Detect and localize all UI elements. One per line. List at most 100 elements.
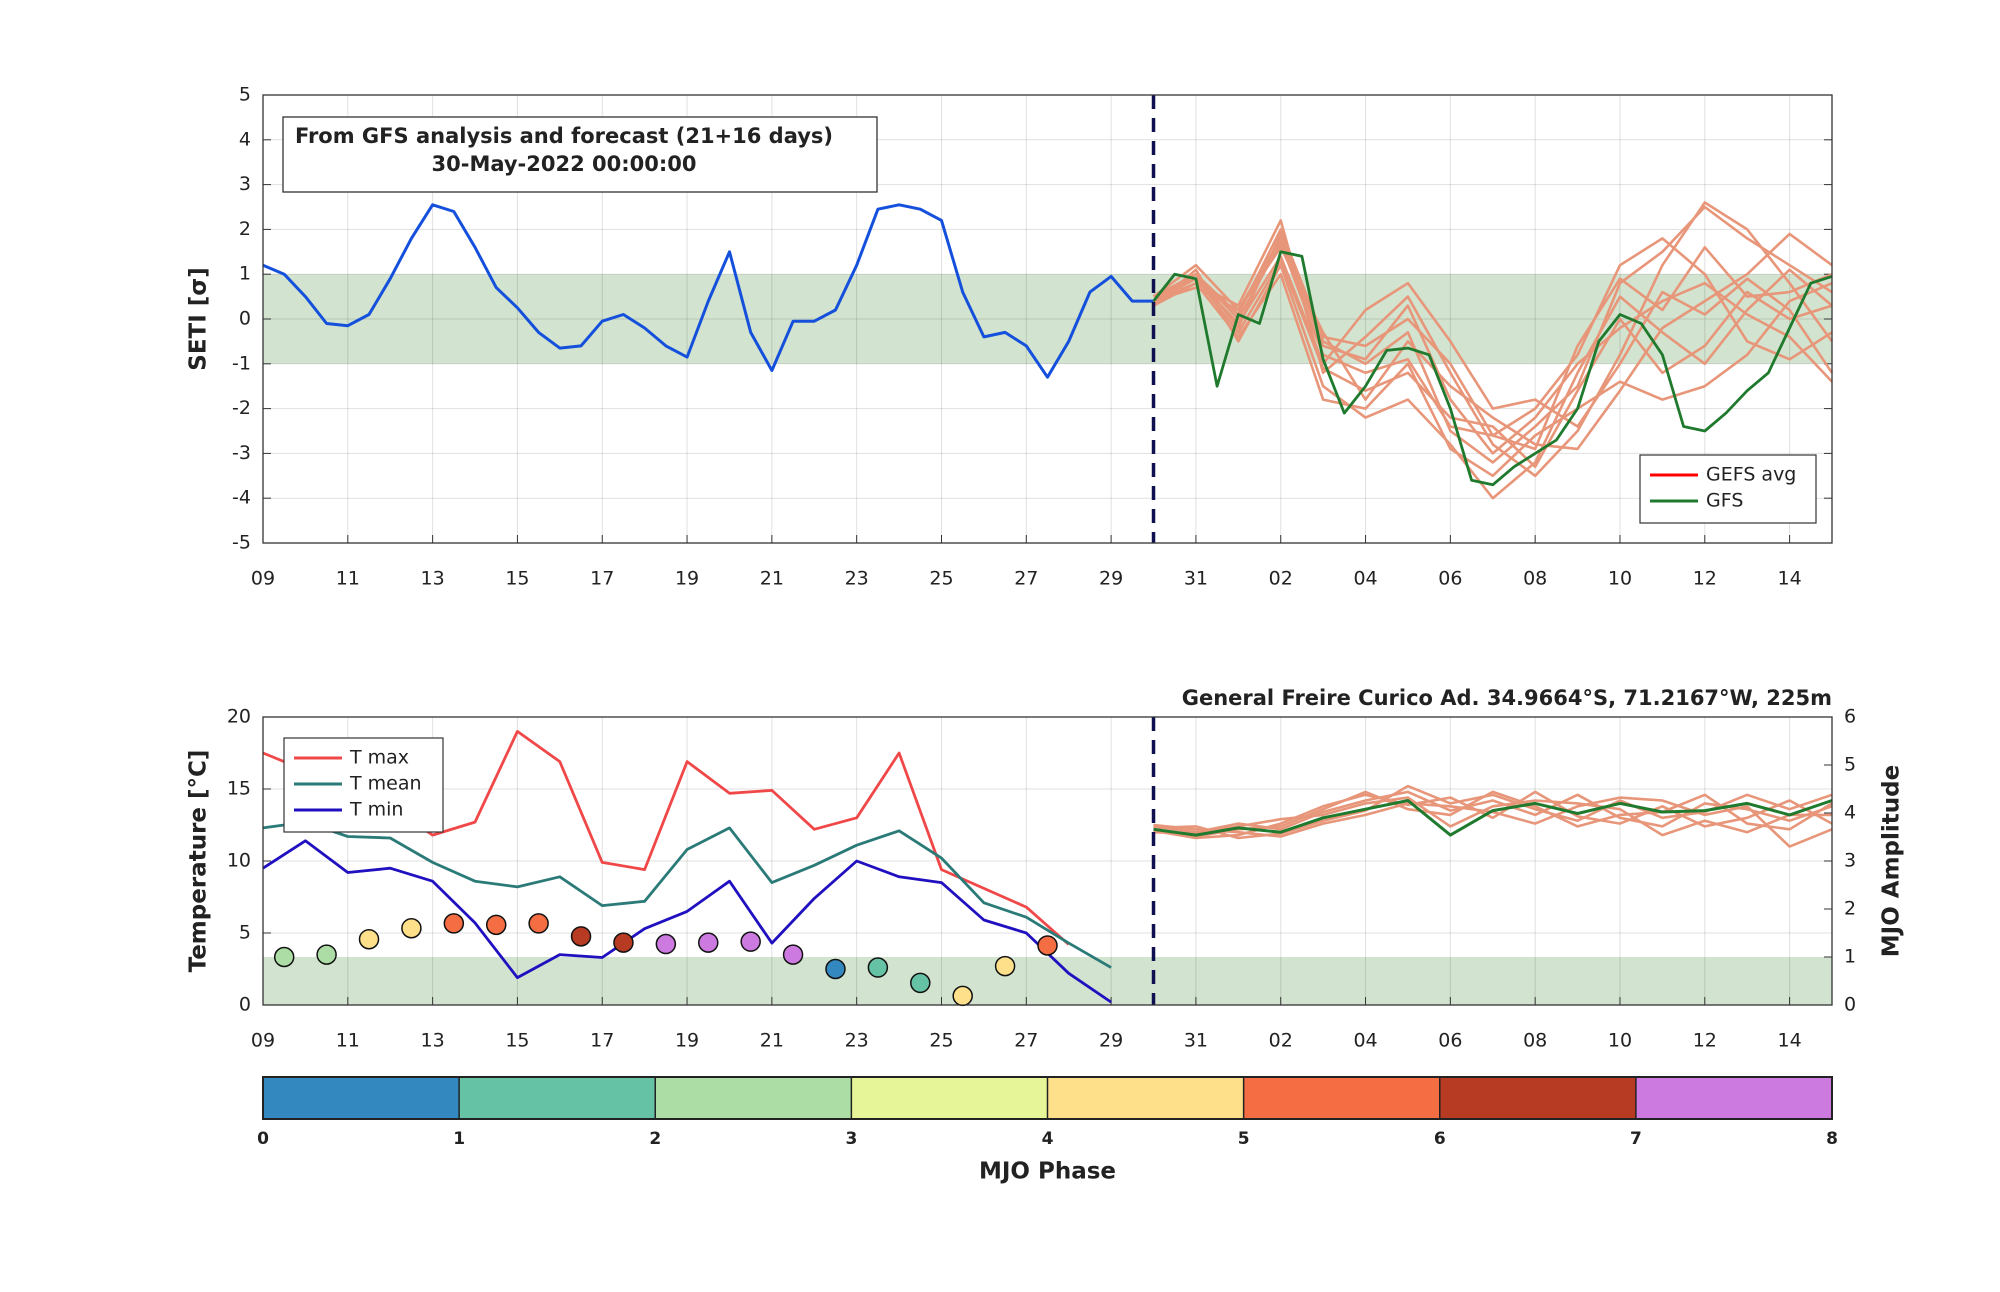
colorbar-segment — [851, 1077, 1048, 1119]
mjo-dot — [952, 985, 973, 1007]
x-tick-label: 11 — [336, 1030, 360, 1052]
colorbar-tick-label: 5 — [1238, 1129, 1250, 1149]
ensemble-member — [1153, 796, 1832, 837]
colorbar-segment — [459, 1077, 656, 1119]
y-tick-label: 10 — [227, 850, 251, 872]
x-tick-label: 08 — [1523, 568, 1547, 590]
x-tick-label: 04 — [1353, 568, 1377, 590]
ensemble-member — [1152, 255, 1834, 428]
x-tick-label: 12 — [1693, 568, 1717, 590]
y-tick-label: 20 — [227, 706, 251, 728]
y2-tick-label: 3 — [1844, 850, 1856, 872]
x-tick-label: 15 — [505, 568, 529, 590]
x-tick-label: 17 — [590, 568, 614, 590]
y-tick-label: 3 — [239, 173, 251, 195]
mjo-dot — [570, 926, 592, 947]
x-tick-label: 06 — [1438, 568, 1462, 590]
colorbar-segment — [655, 1077, 852, 1119]
legend-label: T max — [349, 747, 409, 769]
legend-label: T mean — [349, 773, 422, 795]
chart-title: General Freire Curico Ad. 34.9664°S, 71.… — [1182, 686, 1832, 710]
x-tick-label: 04 — [1353, 1030, 1377, 1052]
mjo-dot — [910, 972, 931, 994]
mjo-dot — [613, 932, 634, 953]
mjo-dot — [867, 957, 889, 978]
y-tick-label: -5 — [232, 532, 251, 554]
x-tick-label: 19 — [675, 1030, 699, 1052]
mjo-dot — [485, 914, 507, 936]
y2-axis-label: MJO Amplitude — [1879, 765, 1905, 957]
x-tick-label: 15 — [505, 1030, 529, 1052]
band — [263, 957, 1832, 1005]
x-tick-label: 27 — [1014, 1030, 1038, 1052]
y-tick-label: 5 — [239, 922, 251, 944]
x-tick-label: 19 — [675, 568, 699, 590]
mjo-dot — [1037, 935, 1058, 956]
band — [263, 274, 1832, 364]
mjo-dot — [655, 933, 677, 955]
x-tick-label: 09 — [251, 568, 275, 590]
ensemble-member — [1152, 259, 1833, 469]
legend-label: T min — [349, 799, 403, 821]
info-box-text: 30-May-2022 00:00:00 — [432, 152, 697, 176]
x-tick-label: 17 — [590, 1030, 614, 1052]
y2-tick-label: 0 — [1844, 994, 1856, 1016]
forecast-line — [1153, 799, 1833, 837]
y-tick-label: 4 — [239, 128, 251, 150]
ensemble-member — [1153, 790, 1833, 838]
x-tick-label: 25 — [929, 1030, 953, 1052]
mjo-dot — [273, 946, 295, 968]
colorbar-tick-label: 1 — [453, 1129, 465, 1149]
analysis-line — [262, 203, 1154, 379]
axes-frame — [262, 716, 1833, 1006]
y-tick-label: 1 — [239, 263, 251, 285]
mjo-dot — [782, 944, 804, 965]
series-line — [262, 820, 1112, 969]
y-axis-label: SETI [σ] — [186, 267, 212, 370]
colorbar-segment — [1243, 1077, 1441, 1119]
x-tick-label: 13 — [421, 568, 445, 590]
series-line — [1152, 250, 1833, 487]
x-tick-label: 21 — [760, 1030, 784, 1052]
y2-tick-label: 1 — [1844, 946, 1856, 968]
colorbar-label: MJO Phase — [979, 1159, 1116, 1185]
y-tick-label: 15 — [227, 778, 251, 800]
y2-tick-label: 5 — [1844, 754, 1856, 776]
mjo-dot — [358, 928, 380, 950]
colorbar-tick-label: 0 — [257, 1129, 269, 1149]
x-tick-label: 13 — [421, 1030, 445, 1052]
colorbar-tick-label: 4 — [1042, 1129, 1054, 1149]
x-tick-label: 27 — [1014, 568, 1038, 590]
x-tick-label: 29 — [1099, 568, 1123, 590]
legend-box — [1639, 454, 1817, 524]
info-box-text: From GFS analysis and forecast (21+16 da… — [295, 124, 833, 148]
legend-label: GFS — [1706, 490, 1743, 512]
mjo-dot — [528, 913, 549, 934]
y2-tick-label: 4 — [1844, 802, 1856, 824]
x-tick-label: 10 — [1608, 1030, 1632, 1052]
y-tick-label: -3 — [232, 442, 251, 464]
ensemble-member — [1152, 228, 1833, 451]
colorbar-segment — [1635, 1077, 1833, 1119]
x-tick-label: 09 — [251, 1030, 275, 1052]
x-tick-label: 21 — [760, 568, 784, 590]
y-tick-label: 2 — [239, 218, 251, 240]
x-tick-label: 02 — [1269, 1030, 1293, 1052]
x-tick-label: 12 — [1693, 1030, 1717, 1052]
colorbar-tick-label: 2 — [649, 1129, 661, 1149]
x-tick-label: 23 — [845, 1030, 869, 1052]
colorbar-segment — [1439, 1077, 1637, 1119]
ensemble-member — [1152, 205, 1833, 464]
x-tick-label: 23 — [845, 568, 869, 590]
mjo-dot — [825, 958, 846, 980]
mjo-dot — [401, 917, 422, 939]
x-tick-label: 06 — [1438, 1030, 1462, 1052]
ensemble-member — [1152, 263, 1833, 500]
axes-frame — [262, 94, 1833, 544]
x-tick-label: 10 — [1608, 568, 1632, 590]
x-tick-label: 14 — [1778, 1030, 1802, 1052]
colorbar-tick-label: 7 — [1630, 1129, 1642, 1149]
x-tick-label: 08 — [1523, 1030, 1547, 1052]
colorbar-segment — [263, 1077, 460, 1119]
